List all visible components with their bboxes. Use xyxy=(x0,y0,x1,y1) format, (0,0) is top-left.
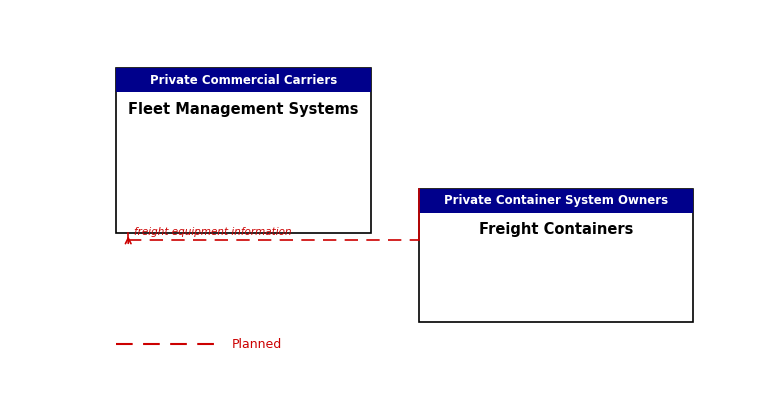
Text: freight equipment information: freight equipment information xyxy=(135,227,292,237)
Text: Private Commercial Carriers: Private Commercial Carriers xyxy=(150,74,337,87)
Bar xyxy=(116,68,371,92)
Bar xyxy=(420,189,693,213)
Text: Freight Containers: Freight Containers xyxy=(479,222,633,237)
Text: Fleet Management Systems: Fleet Management Systems xyxy=(128,102,359,117)
Bar xyxy=(116,68,371,234)
Bar xyxy=(420,189,693,322)
Text: Private Container System Owners: Private Container System Owners xyxy=(444,194,668,207)
Text: Planned: Planned xyxy=(232,338,282,351)
